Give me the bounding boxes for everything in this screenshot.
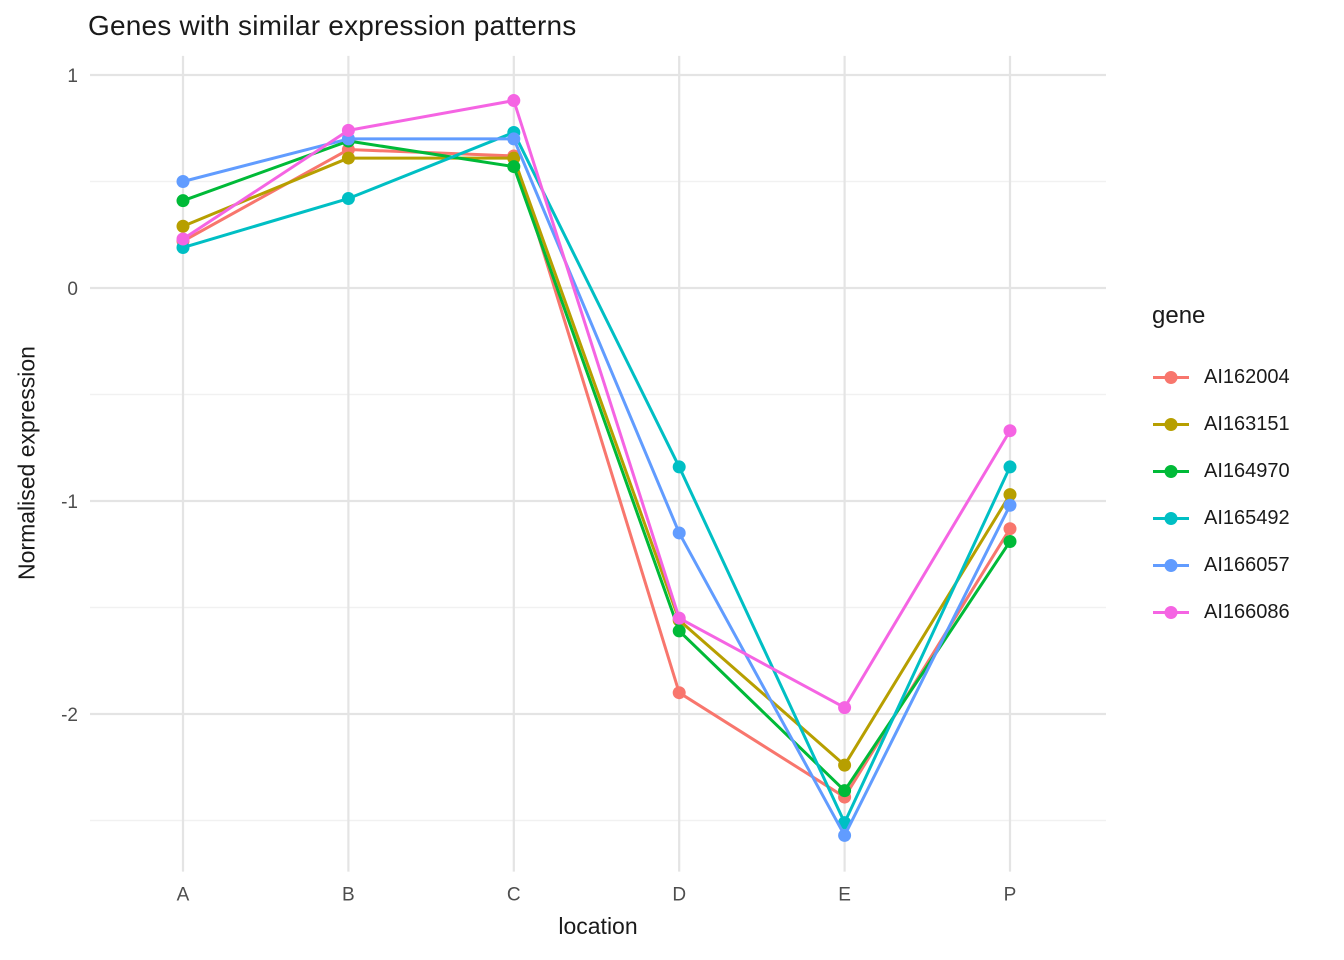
data-point	[1003, 488, 1017, 502]
data-point	[672, 611, 686, 625]
data-point	[176, 175, 190, 188]
series-AI166086	[176, 94, 1017, 715]
legend-item-label: AI166086	[1204, 601, 1290, 623]
x-tick-label: D	[672, 885, 686, 906]
series-line	[181, 156, 1012, 767]
legend: gene AI162004 AI163151 AI164970 AI165492 AI1…	[1152, 302, 1290, 636]
y-tick-label: -1	[61, 492, 78, 513]
legend-item: AI165492	[1152, 495, 1290, 542]
series-line	[181, 148, 1012, 799]
y-tick-label: -2	[61, 705, 78, 726]
legend-key-icon	[1153, 606, 1189, 619]
series-line	[181, 137, 1012, 837]
series-line	[181, 131, 1012, 825]
x-tick-label: A	[177, 885, 190, 906]
legend-key-icon	[1153, 465, 1189, 478]
legend-key-icon	[1153, 512, 1189, 525]
data-point	[672, 624, 686, 638]
legend-key-icon	[1153, 559, 1189, 572]
series-line	[181, 139, 1012, 793]
y-tick-labels: 1 0 -1 -2	[61, 66, 78, 726]
series-AI166057	[176, 132, 1017, 842]
data-point	[341, 123, 355, 137]
legend-item-label: AI166057	[1204, 554, 1290, 576]
legend-item: AI166057	[1152, 542, 1290, 589]
data-point	[838, 701, 852, 715]
series-AI164970	[176, 134, 1017, 798]
x-tick-label: C	[507, 885, 521, 906]
legend-item-label: AI163151	[1204, 413, 1290, 435]
grid-vertical	[181, 55, 1012, 872]
data-point	[672, 460, 686, 474]
legend-item: AI164970	[1152, 448, 1290, 495]
data-point	[1003, 460, 1017, 474]
x-tick-label: B	[342, 885, 355, 906]
series-line	[181, 99, 1012, 710]
y-tick-label: 0	[67, 279, 78, 300]
x-axis-title: location	[558, 913, 638, 939]
data-point	[341, 192, 355, 206]
legend-title: gene	[1152, 302, 1206, 329]
data-point	[838, 828, 852, 842]
legend-item: AI166086	[1152, 589, 1290, 636]
legend-item-label: AI164970	[1204, 460, 1290, 482]
data-point	[507, 132, 521, 146]
y-tick-label: 1	[67, 66, 78, 87]
data-point	[672, 686, 686, 700]
legend-key-icon	[1153, 371, 1189, 384]
data-point	[507, 94, 521, 108]
series-AI163151	[176, 151, 1017, 772]
data-point	[176, 232, 190, 246]
data-point	[1003, 534, 1017, 548]
data-point	[1003, 522, 1017, 536]
series-AI162004	[176, 143, 1017, 804]
grid-major	[90, 73, 1106, 716]
data-point	[176, 194, 190, 208]
data-point	[1003, 498, 1017, 512]
x-tick-label: P	[1004, 885, 1017, 906]
legend-item-label: AI165492	[1204, 507, 1290, 529]
x-tick-label: E	[838, 885, 851, 906]
data-point	[838, 758, 852, 772]
data-point	[838, 784, 852, 798]
data-point	[672, 526, 686, 540]
legend-items: AI162004 AI163151 AI164970 AI165492 AI166057…	[1152, 354, 1290, 636]
legend-key-icon	[1153, 418, 1189, 431]
legend-item: AI163151	[1152, 401, 1290, 448]
legend-item: AI162004	[1152, 354, 1290, 401]
data-point	[1003, 424, 1017, 438]
legend-item-label: AI162004	[1204, 366, 1290, 388]
data-point	[176, 219, 190, 233]
data-point	[507, 160, 521, 174]
chart-title: Genes with similar expression patterns	[88, 10, 577, 41]
series-AI165492	[176, 126, 1017, 830]
data-point	[341, 151, 355, 165]
